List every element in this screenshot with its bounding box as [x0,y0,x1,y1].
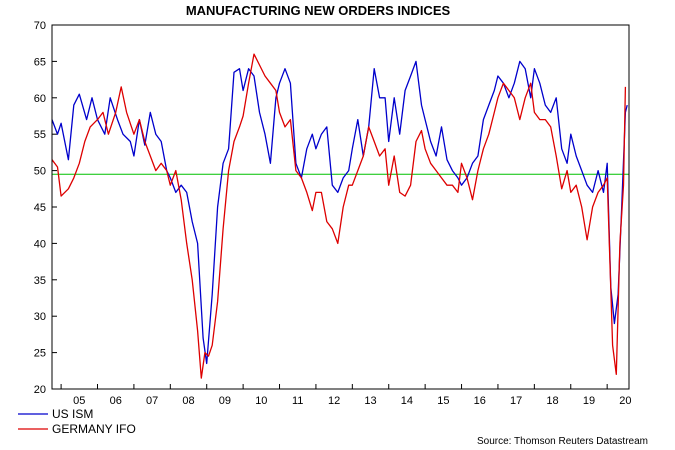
y-tick-label: 60 [34,93,46,105]
y-tick-label: 25 [34,348,46,360]
x-tick-label: 06 [110,395,122,407]
x-tick-label: 15 [437,395,449,407]
y-tick-label: 65 [34,56,46,68]
legend-label-germany-ifo: GERMANY IFO [52,422,136,436]
y-tick-label: 70 [34,20,46,32]
x-tick-label: 17 [510,395,522,407]
x-tick-label: 20 [619,395,631,407]
x-tick-label: 09 [219,395,231,407]
x-tick-label: 10 [255,395,267,407]
legend-label-us-ism: US ISM [52,407,93,421]
x-tick-label: 13 [364,395,376,407]
y-tick-label: 20 [34,384,46,396]
plot-frame [51,24,630,390]
x-axis-ticks: 05 06 07 08 09 10 11 12 13 14 15 16 17 18 19 20 [60,384,631,407]
x-tick-label: 12 [328,395,340,407]
y-tick-label: 40 [34,238,46,250]
y-tick-label: 50 [34,166,46,178]
y-axis-ticks: 20 25 30 35 40 45 50 55 60 65 70 [34,20,57,396]
x-tick-label: 08 [182,395,194,407]
y-tick-label: 45 [34,202,46,214]
source-note: Source: Thomson Reuters Datastream [477,436,648,447]
series-line-germany-ifo [51,53,627,379]
series-line-us-ism [51,60,628,365]
y-tick-label: 35 [34,275,46,287]
y-tick-label: 30 [34,311,46,323]
x-tick-label: 05 [73,395,85,407]
x-tick-label: 16 [474,395,486,407]
x-tick-label: 07 [146,395,158,407]
x-tick-label: 18 [546,395,558,407]
y-tick-label: 55 [34,129,46,141]
chart-title: MANUFACTURING NEW ORDERS INDICES [186,3,451,18]
series-layer [51,53,628,379]
x-tick-label: 14 [401,395,413,407]
x-tick-label: 19 [583,395,595,407]
x-tick-label: 11 [292,395,303,407]
